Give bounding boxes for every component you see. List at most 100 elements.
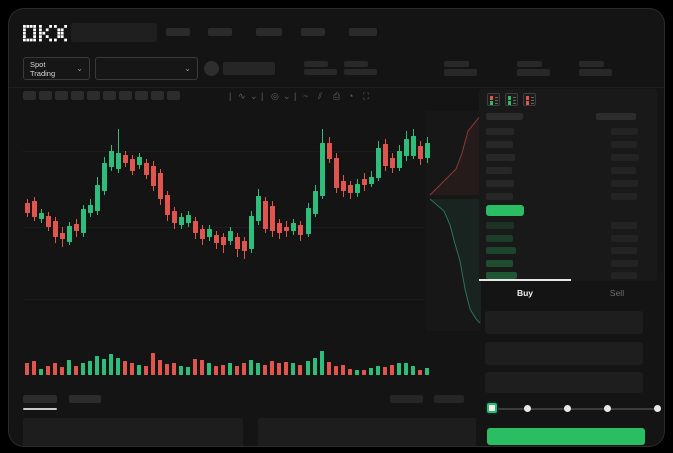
volume-bar bbox=[116, 358, 120, 375]
candle bbox=[88, 205, 93, 213]
candle bbox=[284, 227, 289, 231]
timeframe-button-placeholder[interactable] bbox=[87, 91, 100, 100]
timeframe-button-placeholder[interactable] bbox=[135, 91, 148, 100]
pair-selector[interactable]: ⌄ bbox=[95, 57, 198, 80]
nav-item-placeholder[interactable] bbox=[208, 28, 232, 36]
volume-bar bbox=[158, 360, 162, 375]
timeframe-button-placeholder[interactable] bbox=[71, 91, 84, 100]
indicator-icon[interactable]: ◎ bbox=[271, 91, 279, 101]
candle bbox=[158, 173, 163, 199]
volume-bar bbox=[172, 363, 176, 375]
slider-step-dot[interactable] bbox=[654, 405, 661, 412]
volume-bar bbox=[151, 353, 155, 375]
volume-bar bbox=[123, 361, 127, 375]
candle bbox=[397, 151, 402, 168]
volume-bar bbox=[284, 362, 288, 375]
compare-icon[interactable]: ⫽ bbox=[318, 91, 323, 101]
bottom-panel-placeholder bbox=[23, 418, 243, 446]
amount-slider[interactable] bbox=[491, 408, 658, 410]
gridline bbox=[23, 151, 425, 152]
ticker-stat-placeholder bbox=[579, 61, 604, 67]
timeframe-button-placeholder[interactable] bbox=[119, 91, 132, 100]
nav-item-placeholder[interactable] bbox=[301, 28, 325, 36]
active-tab-indicator bbox=[23, 408, 57, 410]
ask-price-placeholder bbox=[486, 167, 512, 174]
volume-bar bbox=[25, 363, 29, 375]
chevron-down-icon[interactable]: ⌄ bbox=[250, 91, 258, 101]
volume-bar bbox=[67, 360, 71, 375]
book-view-both-icon[interactable] bbox=[487, 93, 500, 106]
volume-bar bbox=[249, 360, 253, 375]
slider-step-dot[interactable] bbox=[564, 405, 571, 412]
line-tool-icon[interactable]: ~ bbox=[303, 91, 309, 101]
gridline bbox=[23, 299, 425, 300]
candle bbox=[32, 201, 37, 217]
candle bbox=[95, 185, 100, 211]
fullscreen-icon[interactable]: ⛶ bbox=[363, 91, 370, 101]
volume-bar bbox=[88, 361, 92, 375]
order-form-input[interactable] bbox=[485, 342, 643, 365]
nav-item-placeholder[interactable] bbox=[349, 28, 377, 36]
slider-step-dot[interactable] bbox=[604, 405, 611, 412]
candle bbox=[151, 166, 156, 186]
volume-bar bbox=[74, 366, 78, 375]
volume-bar bbox=[32, 361, 36, 375]
candle bbox=[214, 235, 219, 243]
candle bbox=[369, 177, 374, 184]
timeframe-button-placeholder[interactable] bbox=[39, 91, 52, 100]
camera-icon[interactable]: ⎙ bbox=[333, 91, 341, 101]
timeframe-button-placeholder[interactable] bbox=[103, 91, 116, 100]
candle bbox=[355, 184, 360, 193]
book-view-asks-icon[interactable] bbox=[523, 93, 536, 106]
pair-name-placeholder bbox=[223, 62, 275, 75]
candle bbox=[249, 216, 254, 249]
timeframe-button-placeholder[interactable] bbox=[167, 91, 180, 100]
tab-buy[interactable]: Buy bbox=[479, 279, 571, 305]
bottom-tab-placeholder[interactable] bbox=[23, 395, 57, 403]
tab-sell[interactable]: Sell bbox=[609, 288, 625, 298]
candle bbox=[341, 181, 346, 191]
bottom-action-placeholder[interactable] bbox=[390, 395, 423, 403]
volume-bar bbox=[320, 351, 324, 375]
candle bbox=[179, 217, 184, 225]
divider bbox=[9, 87, 664, 88]
volume-bar bbox=[327, 362, 331, 375]
bottom-action-placeholder[interactable] bbox=[434, 395, 464, 403]
candle bbox=[46, 216, 51, 227]
buy-submit-button[interactable] bbox=[487, 428, 645, 445]
book-view-bids-icon[interactable] bbox=[505, 93, 518, 106]
slider-step-dot[interactable] bbox=[524, 405, 531, 412]
bottom-tab-placeholder[interactable] bbox=[69, 395, 101, 403]
ask-price-placeholder bbox=[486, 193, 513, 200]
nav-item-placeholder[interactable] bbox=[256, 28, 282, 36]
volume-bar bbox=[306, 361, 310, 375]
nav-item-placeholder[interactable] bbox=[166, 28, 190, 36]
order-form-input[interactable] bbox=[485, 311, 643, 334]
volume-bar bbox=[298, 365, 302, 375]
candle bbox=[362, 179, 367, 185]
candle bbox=[327, 143, 332, 159]
app-window: Spot Trading ⌄ ⌄ | ∿ ⌄ | ◎ ⌄ | ~ ⫽ ⎙ ◔ ⛶ Buy Sell bbox=[8, 8, 665, 447]
order-form-input[interactable] bbox=[485, 372, 643, 393]
candle bbox=[60, 233, 65, 239]
timeframe-button-placeholder[interactable] bbox=[23, 91, 36, 100]
search-input[interactable] bbox=[71, 23, 157, 42]
ticker-stat-placeholder bbox=[304, 61, 328, 67]
ask-size-placeholder bbox=[611, 180, 638, 187]
timeframe-button-placeholder[interactable] bbox=[151, 91, 164, 100]
market-type-selector[interactable]: Spot Trading ⌄ bbox=[23, 57, 90, 80]
timeframe-button-placeholder[interactable] bbox=[55, 91, 68, 100]
candle bbox=[39, 213, 44, 219]
candle bbox=[411, 136, 416, 156]
slider-handle[interactable] bbox=[487, 403, 497, 413]
ask-price-placeholder bbox=[486, 154, 515, 161]
chevron-down-icon[interactable]: ⌄ bbox=[283, 91, 291, 101]
candle bbox=[425, 143, 430, 158]
bid-price-placeholder bbox=[486, 259, 513, 267]
volume-bar bbox=[418, 370, 422, 375]
candle bbox=[404, 139, 409, 156]
candle-type-icon[interactable]: ∿ bbox=[238, 91, 246, 101]
clock-icon[interactable]: ◔ bbox=[348, 91, 354, 101]
candlestick-chart[interactable] bbox=[23, 111, 430, 339]
candle bbox=[418, 146, 423, 159]
